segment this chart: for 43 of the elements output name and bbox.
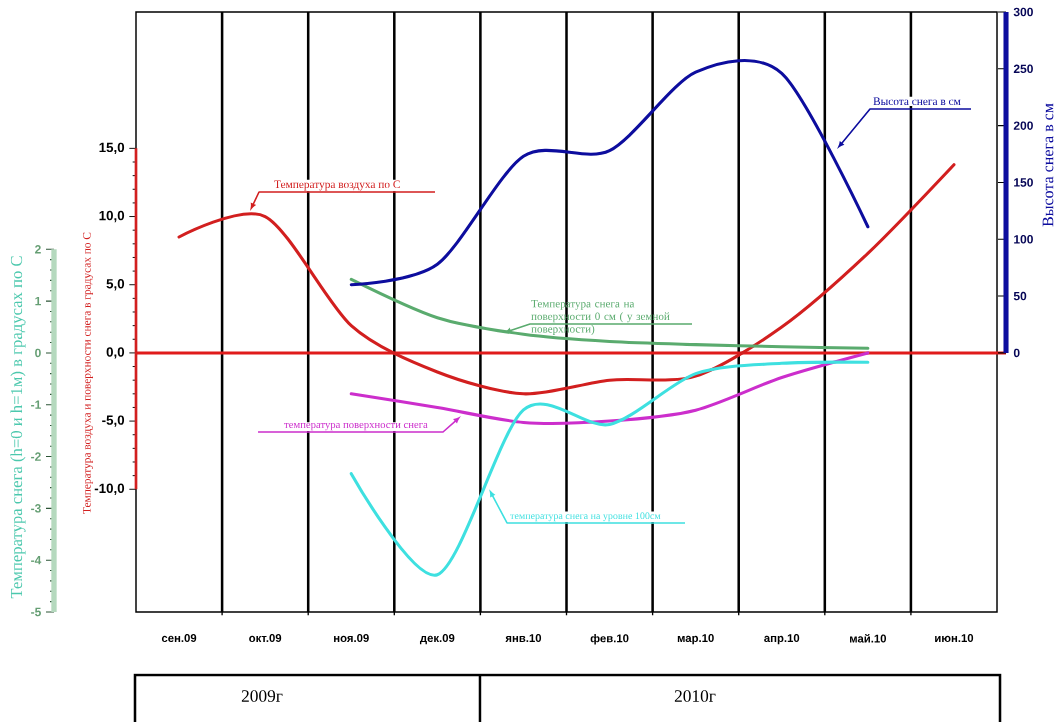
y-axis-title: Температура воздуха и поверхности снега в градусах по С — [83, 232, 94, 514]
y3-axis-title: Температура снега (h=0 и h=1м) в градусах по С — [10, 256, 26, 599]
x-tick-label: май.10 — [850, 634, 887, 643]
y3-tick-label: -3 — [31, 504, 41, 513]
text: температура снега на уровне 100см — [510, 512, 661, 522]
y-tick-label: 10,0 — [99, 210, 125, 223]
y2-tick-label: 0 — [1013, 348, 1020, 358]
y2-axis-title: Высота снега в см — [1042, 103, 1054, 227]
y2-tick-label: 150 — [1014, 178, 1033, 187]
text: Температура воздуха по С — [274, 180, 400, 191]
x-tick-label: дек.09 — [419, 634, 455, 645]
y2-tick-label: 50 — [1013, 291, 1027, 301]
x-tick-label: фев.10 — [590, 634, 629, 645]
text: 2010г — [674, 690, 716, 702]
y3-tick-label: -4 — [31, 556, 42, 565]
y3-tick-label: -1 — [31, 400, 41, 409]
x-tick-label: июн.10 — [935, 634, 974, 643]
x-tick-label: ноя.09 — [334, 634, 369, 643]
y-tick-label: -5,0 — [102, 415, 125, 427]
y2-tick-label: 300 — [1013, 7, 1033, 17]
x-tick-label: сен.09 — [161, 634, 197, 643]
y2-tick-label: 200 — [1013, 121, 1033, 130]
y-tick-label: 15,0 — [99, 142, 125, 155]
y-tick-label: 0,0 — [106, 347, 125, 359]
y3-tick-label: 1 — [35, 296, 41, 306]
line-series — [349, 277, 870, 350]
y3-tick-label: 0 — [35, 348, 41, 358]
y-tick-label: 5,0 — [106, 279, 125, 291]
series-label: температура поверхности снега — [284, 422, 428, 431]
y3-tick-label: -2 — [31, 452, 41, 461]
y-tick-label: -10,0 — [94, 483, 125, 495]
x-tick-label: апр.10 — [764, 634, 800, 645]
y3-tick-label: -5 — [31, 607, 41, 617]
text: 2009г — [241, 690, 283, 702]
line-series — [349, 351, 870, 425]
x-tick-label: окт.09 — [249, 634, 282, 643]
y2-tick-label: 250 — [1013, 64, 1033, 74]
text: Высота снега в см — [873, 97, 961, 106]
x-tick-label: янв.10 — [505, 634, 542, 643]
x-tick-label: мар.10 — [677, 634, 714, 645]
y3-tick-label: 2 — [35, 245, 41, 254]
line-series — [177, 163, 956, 396]
y2-tick-label: 100 — [1014, 235, 1033, 244]
